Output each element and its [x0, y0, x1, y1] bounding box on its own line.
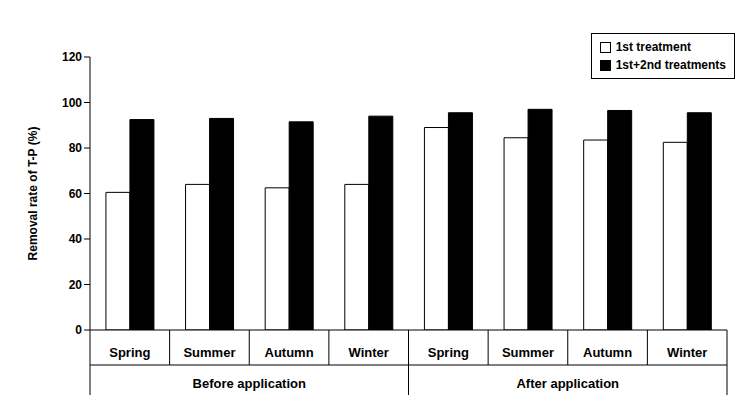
- svg-text:40: 40: [69, 232, 83, 246]
- svg-text:Spring: Spring: [109, 345, 150, 360]
- svg-text:Autumn: Autumn: [583, 345, 632, 360]
- svg-text:120: 120: [62, 50, 82, 64]
- svg-text:80: 80: [69, 141, 83, 155]
- svg-text:Winter: Winter: [667, 345, 707, 360]
- svg-text:60: 60: [69, 187, 83, 201]
- svg-text:Spring: Spring: [428, 345, 469, 360]
- svg-text:0: 0: [75, 323, 82, 337]
- svg-text:100: 100: [62, 96, 82, 110]
- svg-text:Autumn: Autumn: [265, 345, 314, 360]
- svg-text:20: 20: [69, 278, 83, 292]
- svg-text:Summer: Summer: [502, 345, 554, 360]
- svg-text:After application: After application: [516, 376, 619, 391]
- html-text:1st treatment: 1st treatment: [615, 40, 691, 54]
- html-text:1st+2nd treatments: 1st+2nd treatments: [615, 58, 726, 72]
- svg-text:Removal rate of T-P (%): Removal rate of T-P (%): [26, 127, 40, 261]
- svg-text:Summer: Summer: [183, 345, 235, 360]
- svg-text:Before application: Before application: [193, 376, 306, 391]
- svg-text:Winter: Winter: [349, 345, 389, 360]
